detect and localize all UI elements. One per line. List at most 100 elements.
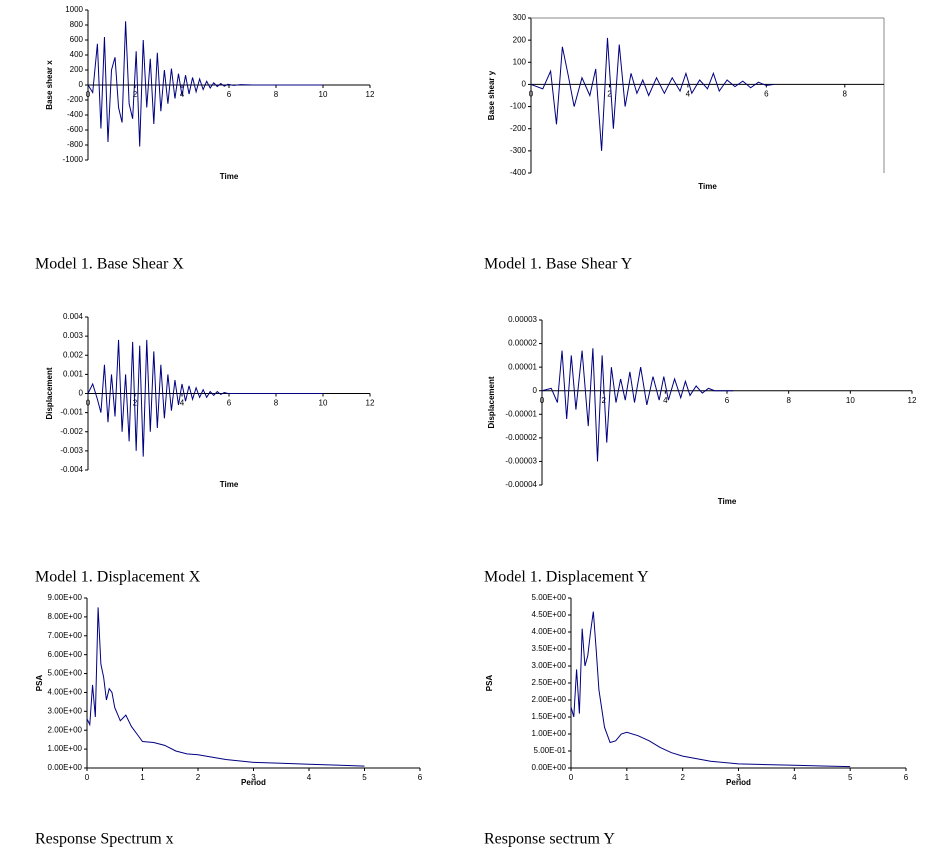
- x-tick-label: 6: [227, 90, 232, 99]
- x-tick-label: 12: [908, 396, 917, 405]
- y-tick-label: 5.00E+00: [532, 593, 567, 602]
- y-tick-label: -0.003: [60, 446, 83, 455]
- x-tick-label: 6: [904, 773, 909, 782]
- x-tick-label: 0: [86, 90, 91, 99]
- y-tick-label: 0.00E+00: [532, 763, 567, 772]
- y-tick-label: 0: [79, 80, 84, 89]
- y-tick-label: 100: [513, 57, 527, 66]
- y-tick-label: -100: [510, 102, 527, 111]
- x-tick-label: 3: [736, 773, 741, 782]
- data-line: [87, 339, 323, 457]
- y-axis-title: Base shear x: [45, 60, 54, 110]
- x-tick-label: 10: [846, 396, 855, 405]
- x-tick-label: 8: [786, 396, 791, 405]
- x-tick-label: 0: [529, 90, 534, 99]
- y-axis-title: Displacement: [45, 367, 54, 419]
- y-tick-label: 1.00E+00: [532, 729, 567, 738]
- y-tick-label: 9.00E+00: [48, 593, 83, 602]
- figure-caption: Model 1. Base Shear Y: [484, 256, 633, 273]
- x-tick-label: 4: [180, 399, 185, 408]
- y-tick-label: 0: [522, 80, 527, 89]
- x-tick-label: 10: [319, 90, 328, 99]
- x-tick-label: 1: [625, 773, 630, 782]
- x-tick-label: 5: [848, 773, 853, 782]
- y-tick-label: 0.00E+00: [48, 763, 83, 772]
- y-tick-label: -0.001: [60, 408, 83, 417]
- chart: -0.004-0.003-0.002-0.00100.0010.0020.003…: [35, 312, 375, 586]
- x-tick-label: 0: [569, 773, 574, 782]
- y-tick-label: -200: [67, 95, 84, 104]
- y-tick-label: -600: [67, 125, 84, 134]
- x-tick-label: 8: [843, 90, 848, 99]
- x-tick-label: 4: [307, 773, 312, 782]
- x-tick-label: 3: [251, 773, 256, 782]
- x-tick-label: 1: [140, 773, 145, 782]
- y-tick-label: 400: [70, 50, 84, 59]
- data-line: [87, 21, 323, 147]
- y-tick-label: -1000: [63, 155, 84, 164]
- figure-caption: Model 1. Base Shear X: [35, 256, 184, 273]
- figure-caption: Response Spectrum x: [35, 831, 174, 848]
- x-tick-label: 2: [133, 90, 138, 99]
- x-tick-label: 2: [601, 396, 606, 405]
- x-tick-label: 10: [319, 399, 328, 408]
- y-tick-label: 4.50E+00: [532, 610, 567, 619]
- y-tick-label: 1000: [65, 5, 83, 14]
- y-tick-label: -800: [67, 140, 84, 149]
- y-tick-label: 1.50E+00: [532, 712, 567, 721]
- y-tick-label: -0.00002: [505, 433, 537, 442]
- y-tick-label: 0.002: [63, 350, 84, 359]
- x-axis-title: Period: [726, 778, 751, 787]
- x-tick-label: 8: [274, 399, 279, 408]
- y-tick-label: 0: [79, 389, 84, 398]
- x-tick-label: 12: [366, 90, 375, 99]
- data-line: [570, 611, 851, 768]
- data-line: [86, 607, 365, 767]
- data-line: [530, 37, 775, 151]
- x-tick-label: 4: [792, 773, 797, 782]
- y-tick-label: 200: [513, 35, 527, 44]
- y-tick-label: 0.00003: [508, 315, 537, 324]
- figure-caption: Model 1. Displacement Y: [484, 569, 649, 586]
- figure-caption: Response sectrum Y: [484, 831, 615, 848]
- y-tick-label: 0.004: [63, 312, 84, 321]
- y-tick-label: -0.00003: [505, 457, 537, 466]
- figure-caption: Model 1. Displacement X: [35, 569, 201, 586]
- y-axis-title: PSA: [35, 675, 44, 692]
- chart: 0.00E+00 1.00E+00 2.00E+00 3.00E+00 4.00E+00…: [35, 593, 423, 848]
- y-tick-label: 0: [533, 386, 538, 395]
- x-axis-title: Time: [220, 172, 239, 181]
- y-tick-label: 800: [70, 20, 84, 29]
- y-axis-title: Base shear y: [487, 70, 496, 120]
- y-tick-label: -200: [510, 124, 527, 133]
- y-tick-label: -400: [510, 168, 527, 177]
- x-tick-label: 6: [764, 90, 769, 99]
- y-tick-label: 5.00E+00: [48, 669, 83, 678]
- y-tick-label: 6.00E+00: [48, 650, 83, 659]
- x-axis-title: Period: [241, 778, 266, 787]
- y-tick-label: 0.003: [63, 331, 84, 340]
- chart: 0.00E+00 5.00E-01 1.00E+00 1.50E+00 2.00E+00…: [484, 593, 909, 848]
- y-tick-label: 1.00E+00: [48, 744, 83, 753]
- x-tick-label: 4: [686, 90, 691, 99]
- y-tick-label: 0.00002: [508, 339, 537, 348]
- x-axis-title: Time: [718, 497, 737, 506]
- x-axis-title: Time: [698, 182, 717, 191]
- x-tick-label: 2: [133, 399, 138, 408]
- x-tick-label: 0: [86, 399, 91, 408]
- x-tick-label: 2: [196, 773, 201, 782]
- y-tick-label: 3.00E+00: [532, 661, 567, 670]
- y-tick-label: 300: [513, 13, 527, 22]
- x-tick-label: 2: [680, 773, 685, 782]
- y-tick-label: -300: [510, 146, 527, 155]
- x-tick-label: 8: [274, 90, 279, 99]
- y-tick-label: 2.50E+00: [532, 678, 567, 687]
- y-tick-label: 4.00E+00: [532, 627, 567, 636]
- y-axis-title: PSA: [485, 675, 494, 692]
- y-tick-label: -0.004: [60, 465, 83, 474]
- x-tick-label: 6: [725, 396, 730, 405]
- data-line: [541, 348, 734, 462]
